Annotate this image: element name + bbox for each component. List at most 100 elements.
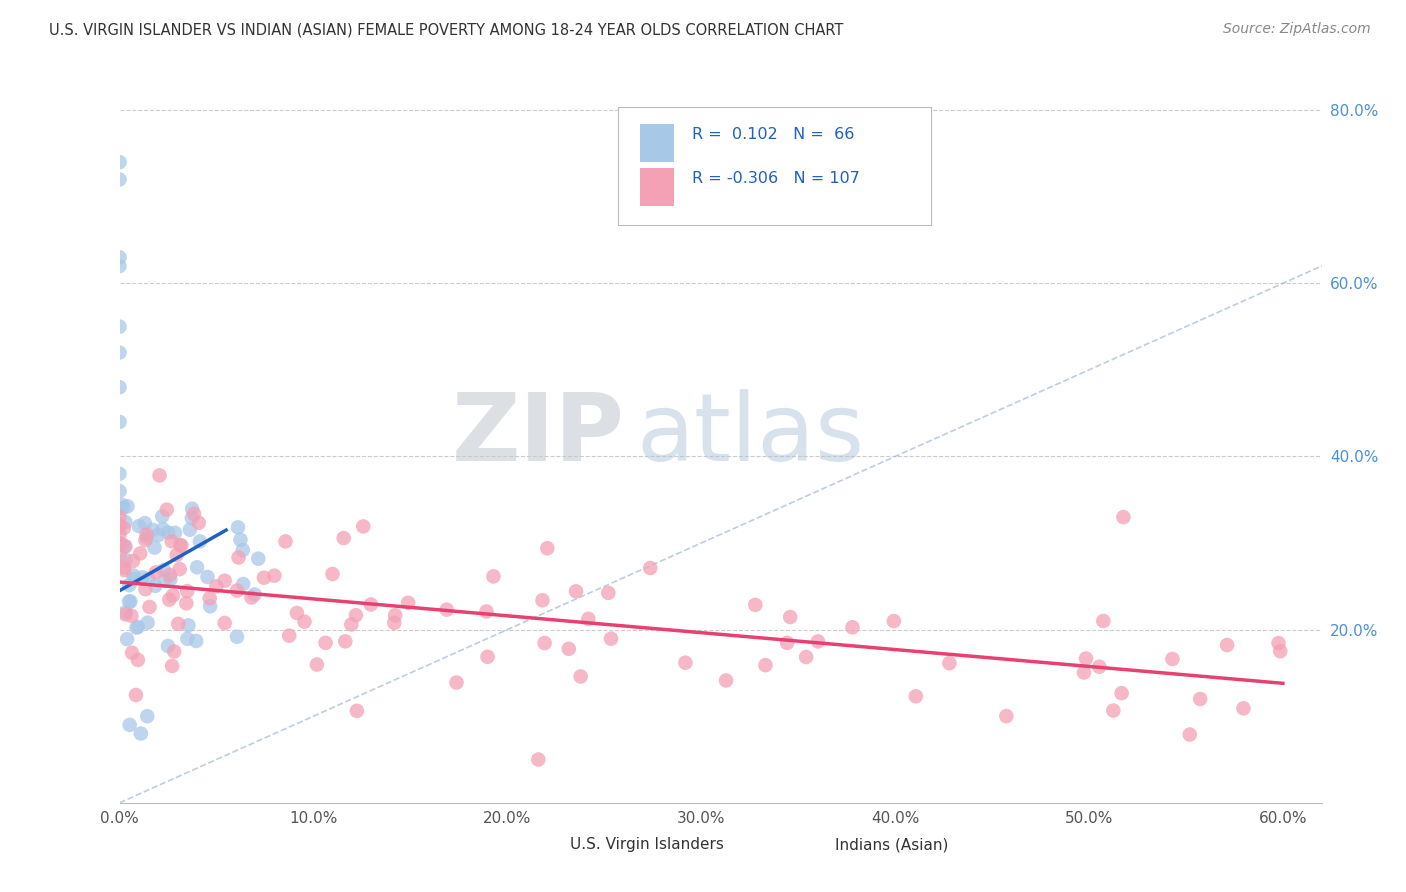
Point <box>114 540 136 554</box>
Point <box>482 569 505 583</box>
Point <box>108 549 131 563</box>
FancyBboxPatch shape <box>640 124 673 161</box>
Point <box>167 616 190 631</box>
Point <box>1267 636 1289 650</box>
Point <box>108 536 131 550</box>
FancyBboxPatch shape <box>534 836 561 863</box>
Point <box>121 608 143 623</box>
Point <box>638 561 661 575</box>
Point <box>226 520 249 534</box>
Point <box>179 523 201 537</box>
Point <box>226 630 249 644</box>
Point <box>150 509 173 524</box>
Point <box>569 669 592 683</box>
Point <box>108 518 131 533</box>
Point <box>1270 644 1292 658</box>
Point <box>807 634 830 648</box>
Point <box>232 577 254 591</box>
Text: ZIP: ZIP <box>451 389 624 481</box>
Point <box>1102 704 1125 718</box>
Point <box>205 579 228 593</box>
Point <box>159 572 181 586</box>
Point <box>114 515 136 529</box>
Point <box>141 523 163 537</box>
Point <box>136 615 159 630</box>
Point <box>180 511 202 525</box>
Point <box>138 572 160 586</box>
Point <box>475 605 498 619</box>
Point <box>198 591 221 606</box>
Point <box>156 502 179 516</box>
FancyBboxPatch shape <box>799 836 825 863</box>
Point <box>134 533 156 548</box>
Point <box>1232 701 1254 715</box>
Point <box>181 501 204 516</box>
Point <box>148 468 170 483</box>
Point <box>166 548 188 562</box>
Point <box>108 415 131 429</box>
Point <box>565 584 588 599</box>
Text: U.S. Virgin Islanders: U.S. Virgin Islanders <box>571 838 724 852</box>
Point <box>214 615 236 630</box>
Point <box>1178 727 1201 741</box>
Point <box>247 551 270 566</box>
Point <box>108 467 131 481</box>
Point <box>352 519 374 533</box>
Point <box>263 568 285 582</box>
Point <box>122 554 145 568</box>
Point <box>527 752 550 766</box>
FancyBboxPatch shape <box>619 107 931 225</box>
Text: U.S. VIRGIN ISLANDER VS INDIAN (ASIAN) FEMALE POVERTY AMONG 18-24 YEAR OLDS CORR: U.S. VIRGIN ISLANDER VS INDIAN (ASIAN) F… <box>49 22 844 37</box>
Point <box>108 501 131 516</box>
Point <box>229 533 252 547</box>
Point <box>127 653 149 667</box>
Point <box>344 608 367 623</box>
Point <box>118 578 141 592</box>
Point <box>384 608 406 623</box>
Point <box>214 574 236 588</box>
Point <box>176 596 198 610</box>
Point <box>129 546 152 560</box>
Point <box>253 571 276 585</box>
Point <box>883 614 905 628</box>
Point <box>120 594 142 608</box>
Point <box>477 649 499 664</box>
Point <box>714 673 737 688</box>
Point <box>531 593 554 607</box>
Point <box>112 563 135 577</box>
Point <box>995 709 1018 723</box>
Point <box>170 539 193 553</box>
Point <box>186 560 208 574</box>
Point <box>332 531 354 545</box>
Point <box>274 534 297 549</box>
Point <box>169 538 191 552</box>
Point <box>346 704 368 718</box>
Point <box>226 583 249 598</box>
Point <box>176 632 198 646</box>
Point <box>121 646 143 660</box>
Text: atlas: atlas <box>637 389 865 481</box>
Point <box>576 612 599 626</box>
Point <box>108 259 131 273</box>
Point <box>153 563 176 577</box>
Point <box>1088 659 1111 673</box>
Point <box>128 519 150 533</box>
Point <box>135 527 157 541</box>
Point <box>148 528 170 542</box>
Point <box>598 586 620 600</box>
Point <box>776 636 799 650</box>
Point <box>904 690 927 704</box>
Point <box>125 688 148 702</box>
Point <box>1111 686 1133 700</box>
Point <box>533 636 555 650</box>
Point <box>115 632 138 647</box>
Point <box>1189 692 1212 706</box>
Point <box>243 587 266 601</box>
Point <box>157 592 180 607</box>
Point <box>108 155 131 169</box>
Point <box>156 639 179 653</box>
Point <box>1074 651 1097 665</box>
Point <box>197 570 219 584</box>
Point <box>112 521 135 535</box>
Point <box>114 540 136 554</box>
